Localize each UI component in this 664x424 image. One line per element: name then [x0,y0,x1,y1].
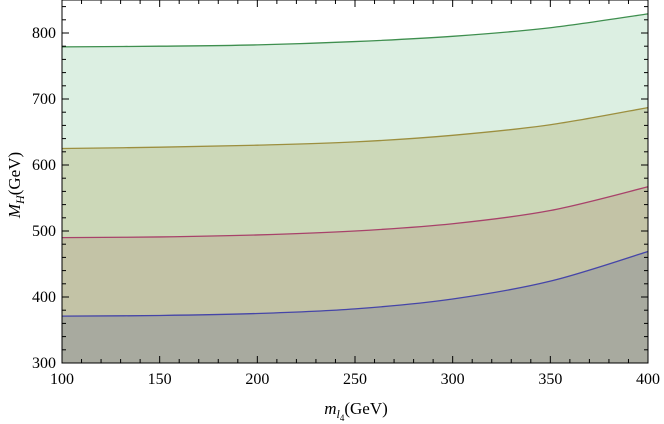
y-axis-label-main: M [5,203,24,219]
y-axis-label-sub: H [13,194,27,205]
y-tick-labels: 300 400 500 600 700 800 [32,25,56,372]
x-tick-label: 250 [343,371,367,388]
series-lines [61,13,649,317]
x-tick-label: 100 [50,371,74,388]
series-4-area [62,251,648,363]
x-tick-label: 150 [148,371,172,388]
x-tick-label: 300 [441,371,465,388]
x-tick-label: 400 [636,371,660,388]
x-axis-label: ml4(GeV) [324,399,388,423]
x-axis-label-main: m [324,399,336,418]
y-tick-label: 600 [32,157,56,174]
y-axis-label: MH(GeV) [5,152,27,219]
band-fills [62,13,648,364]
series-1-line [61,13,649,48]
axis-ticks [61,0,649,364]
y-axis-label-unit: (GeV) [5,152,24,195]
x-tick-labels: 100 150 200 250 300 350 400 [50,371,660,388]
y-tick-label: 800 [32,25,56,42]
x-axis-label-unit: (GeV) [344,399,387,418]
y-tick-label: 300 [32,355,56,372]
x-tick-label: 200 [245,371,269,388]
series-4-line [61,250,649,317]
series-2-line [61,106,649,150]
x-axis-label-sub: l [337,407,341,421]
x-tick-label: 350 [538,371,562,388]
y-tick-label: 500 [32,223,56,240]
series-3-line [61,186,649,239]
x-axis-label-subsub: 4 [340,413,345,423]
y-tick-label: 700 [32,91,56,108]
y-tick-label: 400 [32,289,56,306]
